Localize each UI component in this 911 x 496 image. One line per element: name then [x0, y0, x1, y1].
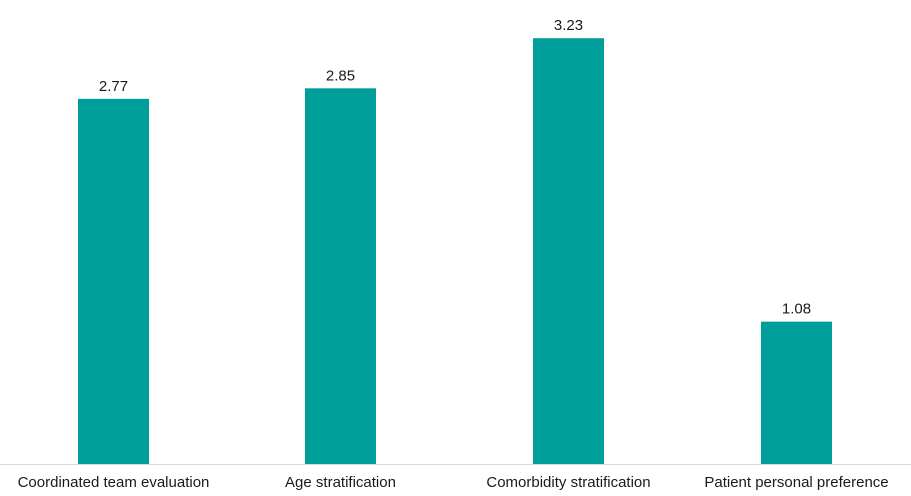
value-label-4: 1.08 — [782, 301, 811, 318]
value-label-2: 2.85 — [326, 67, 355, 84]
value-label-3: 3.23 — [554, 17, 583, 34]
bars-group — [78, 38, 832, 465]
value-label-1: 2.77 — [99, 78, 128, 95]
bar-2 — [305, 88, 376, 465]
bar-3 — [533, 38, 604, 465]
category-label-4: Patient personal preference — [704, 474, 888, 491]
category-label-1: Coordinated team evaluation — [18, 474, 210, 491]
value-labels-group: 2.77 2.85 3.23 1.08 — [99, 17, 811, 317]
bar-4 — [761, 321, 832, 464]
category-label-3: Comorbidity stratification — [486, 474, 650, 491]
bar-1 — [78, 98, 149, 464]
category-labels-group: Coordinated team evaluation Age stratific… — [18, 474, 889, 491]
category-label-2: Age stratification — [285, 474, 396, 491]
